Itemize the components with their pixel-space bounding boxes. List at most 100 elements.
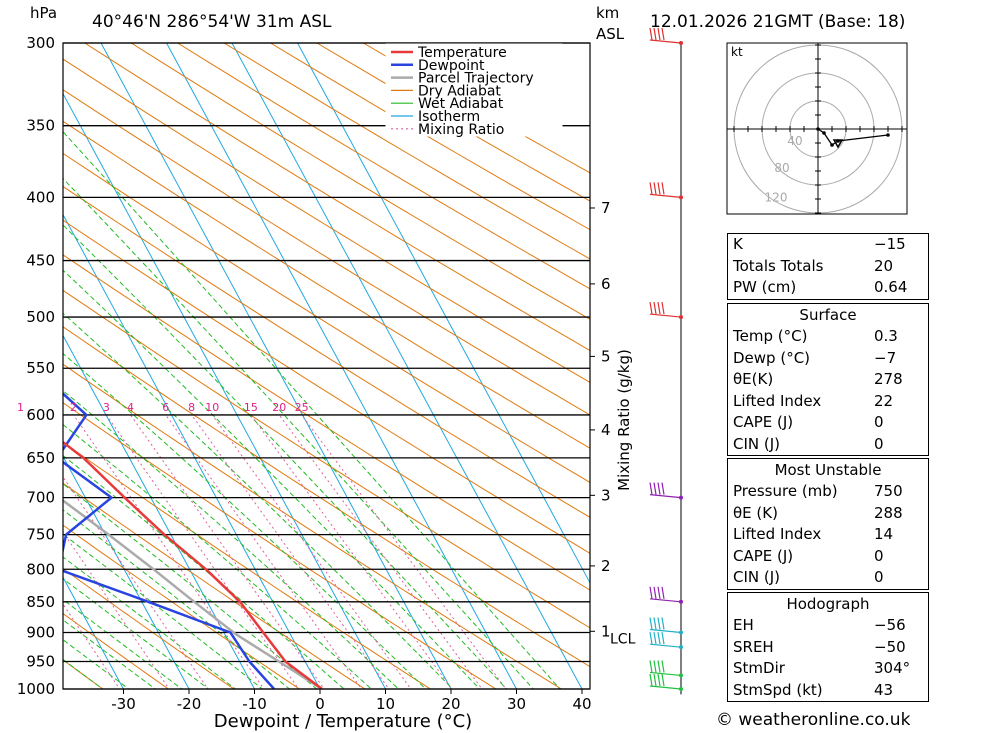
row-value: 0.3 <box>874 327 898 345</box>
wet-adiabat <box>63 269 481 689</box>
hodograph-point <box>816 127 820 131</box>
pressure-tick-label: 950 <box>26 652 55 670</box>
copyright-footer[interactable]: © weatheronline.co.uk <box>716 710 911 730</box>
legend-entry: Parcel Trajectory <box>418 71 534 87</box>
dry-adiabat <box>223 43 590 260</box>
mixing-ratio-line <box>191 414 390 689</box>
wet-adiabat <box>63 454 345 689</box>
storm-motion-marker <box>832 139 844 149</box>
table-row: Pressure (mb) 750 <box>728 481 928 503</box>
mixing-ratio-line <box>130 414 325 689</box>
lcl-label: LCL <box>610 631 636 647</box>
km-tick-label: 3 <box>601 486 611 504</box>
mixing-ratio-line <box>63 603 121 689</box>
dry-adiabat <box>63 568 235 689</box>
hpa-label: hPa <box>30 4 58 22</box>
mixing-ratio-line <box>73 414 265 689</box>
mixing-ratio-label: 2 <box>70 401 77 414</box>
temp-tick-label: 0 <box>315 695 325 713</box>
row-value: 278 <box>874 370 903 388</box>
row-label: θE(K) <box>733 370 774 388</box>
hodograph-table: Hodograph EH −56 SREH −50 StmDir 304° StmSpd (… <box>727 592 929 702</box>
legend-box <box>385 43 563 137</box>
hodograph-point <box>886 133 890 137</box>
dry-adiabat <box>315 43 590 202</box>
row-label: CIN (J) <box>733 568 781 586</box>
asl-label: ASL <box>596 25 625 43</box>
table-row: Dewp (°C) −7 <box>728 348 928 370</box>
wet-adiabat <box>63 598 183 689</box>
temp-tick-label: 10 <box>376 695 395 713</box>
pressure-tick-label: 550 <box>26 359 55 377</box>
surface-title: Surface <box>799 306 857 324</box>
mixing-ratio-label: 6 <box>162 401 169 414</box>
wind-barb <box>649 301 683 320</box>
legend-entry: Dewpoint <box>418 58 485 74</box>
hodograph-point <box>822 131 826 135</box>
dry-adiabat <box>63 612 170 689</box>
row-value: 0 <box>874 434 884 453</box>
row-label: StmSpd (kt) <box>733 680 823 699</box>
wet-adiabat <box>63 423 372 689</box>
mixing-ratio-label: 15 <box>244 401 258 414</box>
km-tick-label: 5 <box>601 347 611 365</box>
wet-adiabat <box>63 658 104 689</box>
row-value: 288 <box>874 503 903 522</box>
mixing-ratio-line <box>165 414 363 689</box>
mixing-ratio-line <box>63 531 170 689</box>
dry-adiabat <box>63 58 590 383</box>
legend-entry: Temperature <box>417 45 507 61</box>
table-row: Totals Totals 20 <box>728 256 928 278</box>
row-label: EH <box>733 616 754 634</box>
row-label: Lifted Index <box>733 525 822 543</box>
table-row: CIN (J) 0 <box>728 567 928 589</box>
km-tick-label: 1 <box>601 622 611 640</box>
isotherm <box>63 334 256 689</box>
row-value: −7 <box>874 348 897 367</box>
row-value: 0 <box>874 546 884 565</box>
isotherm <box>0 0 7 715</box>
wet-adiabat <box>63 131 561 689</box>
wind-barb <box>649 617 683 635</box>
table-row: θE (K) 288 <box>728 503 928 525</box>
mixing-ratio-line <box>105 414 300 689</box>
isotherm <box>63 455 190 689</box>
table-row: CAPE (J) 0 <box>728 546 928 568</box>
km-tick-label: 2 <box>601 557 611 575</box>
temperature-line <box>63 440 323 689</box>
most-unstable-table: Most Unstable Pressure (mb) 750 θE (K) 288 L… <box>727 458 929 590</box>
row-value: −50 <box>874 637 906 656</box>
mixing-ratio-label: 4 <box>127 401 134 414</box>
row-value: 0 <box>874 568 884 586</box>
wind-barb <box>649 27 683 45</box>
wind-barb <box>649 182 683 200</box>
pressure-tick-label: 900 <box>26 623 55 641</box>
row-value: 22 <box>874 391 894 410</box>
dry-adiabat <box>63 89 590 416</box>
km-label: km <box>596 4 620 22</box>
temp-tick-label: -20 <box>177 695 202 713</box>
mixing-ratio-line <box>211 414 412 689</box>
isotherm <box>63 92 387 689</box>
table-row: PW (cm) 0.64 <box>728 277 928 299</box>
temp-tick-label: -30 <box>111 695 136 713</box>
location-title: 40°46'N 286°54'W 31m ASL <box>92 12 332 32</box>
wet-adiabat <box>63 483 318 689</box>
table-row: StmDir 304° <box>728 658 928 680</box>
pressure-tick-label: 300 <box>26 34 55 52</box>
pressure-tick-label: 750 <box>26 526 55 544</box>
plot-frame <box>62 42 591 690</box>
wet-adiabat <box>63 352 427 689</box>
mixing-ratio-label: 20 <box>272 401 286 414</box>
row-label: PW (cm) <box>733 278 797 296</box>
table-row: Temp (°C) 0.3 <box>728 326 928 348</box>
pressure-tick-label: 700 <box>26 489 55 507</box>
isotherm <box>296 43 590 584</box>
row-value: 43 <box>874 680 894 699</box>
isotherm <box>63 576 125 689</box>
wind-barb <box>649 660 683 678</box>
wind-barb <box>649 632 683 650</box>
wind-barb <box>649 673 683 691</box>
table-row: Lifted Index 14 <box>728 524 928 546</box>
hodograph-unit: kt <box>731 45 743 59</box>
